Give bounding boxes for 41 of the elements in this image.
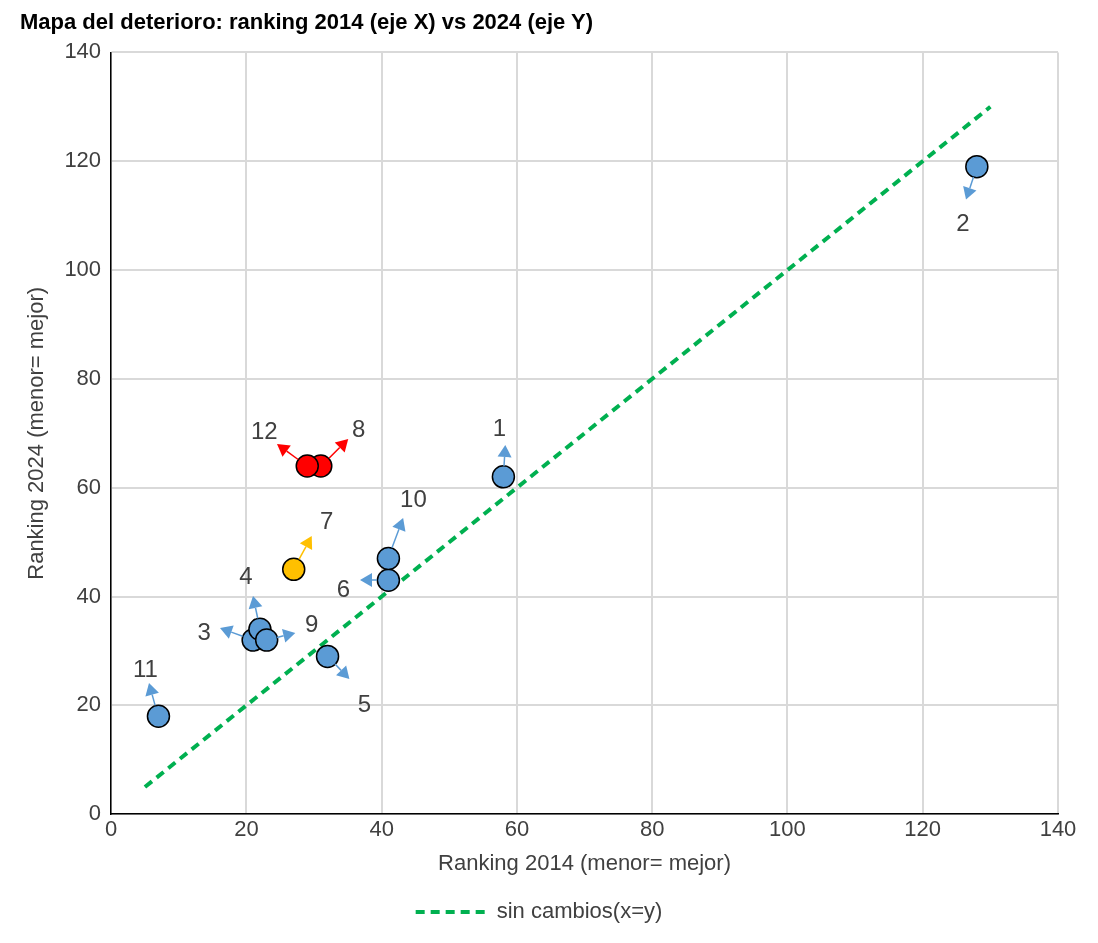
x-axis-title: Ranking 2014 (menor= mejor) — [438, 849, 731, 875]
point — [376, 546, 401, 571]
annotation: 10 — [400, 485, 427, 513]
y-tick-label: 100 — [64, 256, 102, 282]
x-tick-label: 60 — [504, 816, 530, 842]
annotation: 9 — [304, 609, 319, 637]
point — [254, 628, 279, 652]
point — [965, 154, 989, 179]
annotation: 11 — [132, 654, 158, 682]
y-tick-label: 0 — [88, 800, 102, 826]
point — [295, 454, 319, 478]
y-tick-label: 40 — [76, 582, 102, 608]
point — [491, 465, 516, 489]
x-tick-label: 20 — [234, 816, 259, 842]
annotation: 6 — [336, 574, 351, 602]
x-tick-label: 140 — [1039, 816, 1077, 842]
legend-label: sin cambios(x=y) — [496, 898, 663, 924]
point — [376, 568, 401, 592]
y-tick-label: 20 — [76, 691, 102, 717]
annotation: 2 — [956, 209, 970, 237]
y-tick-label: 120 — [64, 147, 102, 173]
y-axis-title: Ranking 2024 (menor= mejor) — [23, 286, 49, 580]
y-tick-label: 80 — [76, 364, 102, 390]
point — [146, 704, 171, 728]
annotation: 3 — [197, 617, 211, 645]
annotation: 7 — [320, 506, 334, 534]
x-tick-label: 0 — [104, 816, 118, 842]
x-tick-label: 120 — [904, 816, 942, 842]
annotation: 5 — [357, 690, 372, 718]
y-tick-label: 60 — [76, 473, 102, 499]
x-tick-label: 100 — [769, 816, 806, 842]
annotation: 1 — [492, 414, 507, 442]
chart-title: Mapa del deterioro: ranking 2014 (eje X) vs 2024 (eje Y) — [20, 9, 594, 35]
point — [315, 644, 340, 669]
y-tick-label: 140 — [64, 38, 102, 64]
annotation: 4 — [239, 561, 253, 589]
annotation: 8 — [352, 414, 366, 442]
annotation: 12 — [250, 416, 278, 444]
x-tick-label: 40 — [369, 816, 394, 842]
x-tick-label: 80 — [639, 816, 665, 842]
point — [281, 557, 306, 582]
